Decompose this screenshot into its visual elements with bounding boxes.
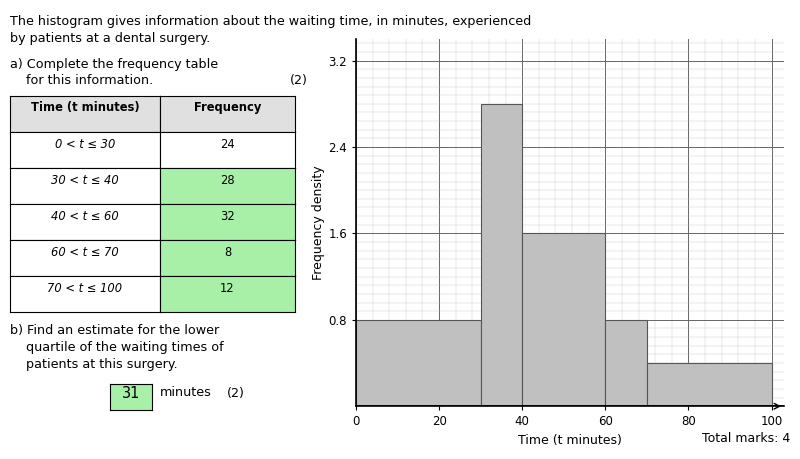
Bar	[481, 104, 522, 406]
Text: 60 < t ≤ 70: 60 < t ≤ 70	[51, 246, 119, 258]
Text: a) Complete the frequency table: a) Complete the frequency table	[10, 58, 218, 71]
Text: Frequency: Frequency	[194, 101, 261, 114]
Bar	[647, 363, 771, 406]
Text: Total marks: 4: Total marks: 4	[702, 432, 790, 445]
Text: 24: 24	[220, 138, 235, 151]
Text: 32: 32	[220, 209, 235, 223]
Text: (2): (2)	[290, 74, 308, 87]
Text: 8: 8	[224, 246, 231, 258]
Text: The histogram gives information about the waiting time, in minutes, experienced: The histogram gives information about th…	[10, 15, 531, 28]
Text: 0 < t ≤ 30: 0 < t ≤ 30	[55, 138, 115, 151]
Text: 40 < t ≤ 60: 40 < t ≤ 60	[51, 209, 119, 223]
Y-axis label: Frequency density: Frequency density	[313, 165, 326, 280]
X-axis label: Time (t minutes): Time (t minutes)	[518, 434, 622, 447]
Text: 70 < t ≤ 100: 70 < t ≤ 100	[47, 281, 122, 295]
Bar	[606, 320, 647, 406]
Bar	[356, 320, 481, 406]
Text: 30 < t ≤ 40: 30 < t ≤ 40	[51, 174, 119, 186]
Text: 28: 28	[220, 174, 235, 186]
Text: b) Find an estimate for the lower: b) Find an estimate for the lower	[10, 324, 219, 337]
Text: 12: 12	[220, 281, 235, 295]
Text: Time (t minutes): Time (t minutes)	[30, 101, 139, 114]
Text: (2): (2)	[227, 386, 245, 399]
Text: 31: 31	[122, 386, 140, 401]
Text: for this information.: for this information.	[10, 74, 154, 87]
Bar	[522, 234, 606, 406]
Text: minutes: minutes	[160, 386, 212, 399]
Text: quartile of the waiting times of: quartile of the waiting times of	[10, 341, 224, 354]
Text: patients at this surgery.: patients at this surgery.	[10, 358, 178, 371]
Text: by patients at a dental surgery.: by patients at a dental surgery.	[10, 32, 210, 45]
